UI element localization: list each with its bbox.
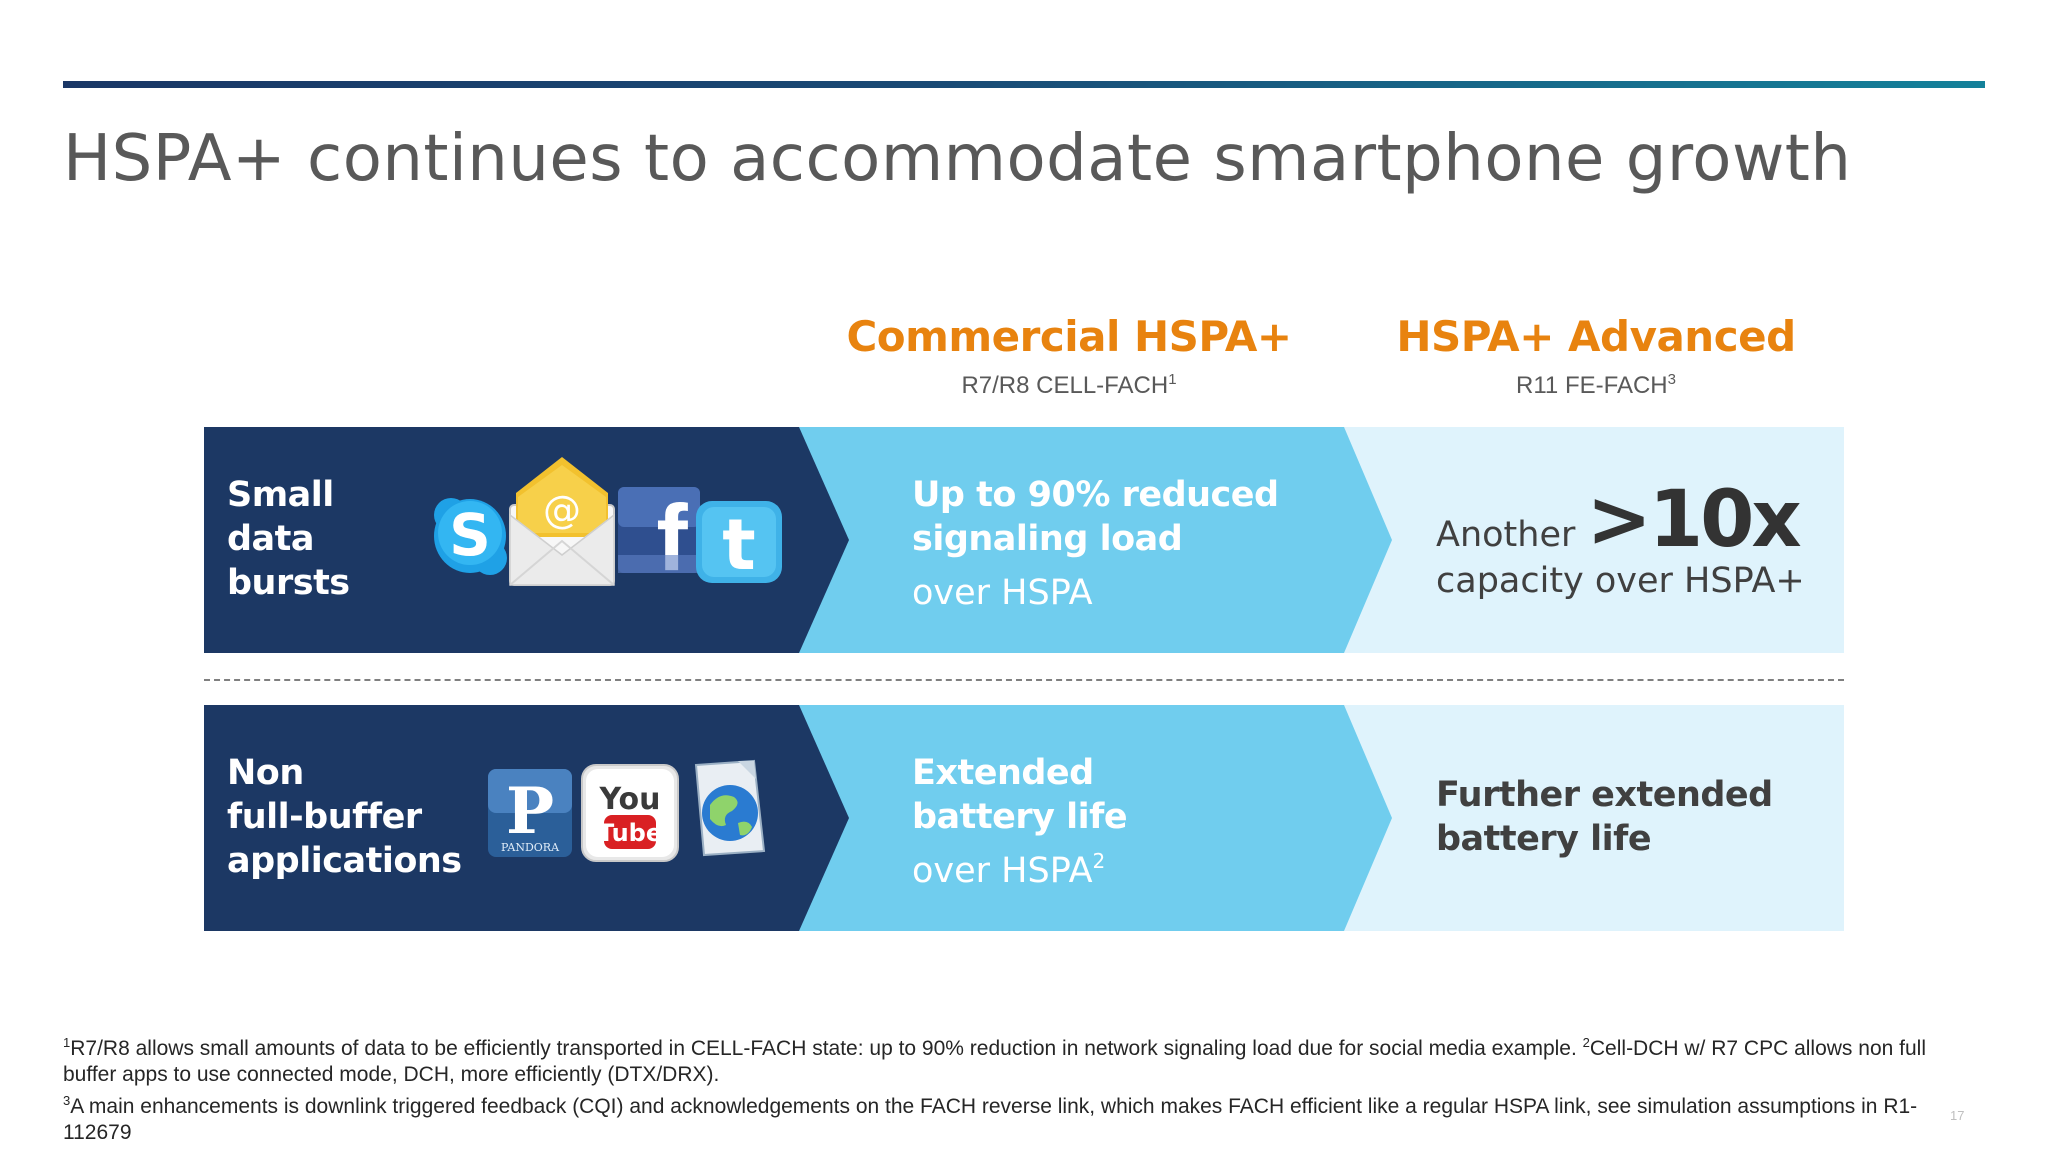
footnote-3: 3A main enhancements is downlink trigger… [63, 1093, 1918, 1144]
column-header-advanced: HSPA+ Advanced R11 FE-FACH3 [1356, 312, 1836, 400]
row-small-data-bursts: Small data bursts S @ f [204, 427, 1844, 653]
svg-text:S: S [449, 501, 491, 569]
column-title-commercial: Commercial HSPA+ [846, 312, 1292, 361]
web-browser-icon [694, 759, 766, 857]
column-subtitle-commercial: R7/R8 CELL-FACH1 [961, 371, 1177, 399]
advanced-benefit-capacity: Another >10x capacity over HSPA+ [1436, 481, 1816, 601]
youtube-icon: You Tube [581, 764, 679, 862]
commercial-benefit-battery: Extended battery life over HSPA2 [912, 753, 1128, 891]
capacity-multiplier: >10x [1586, 475, 1802, 565]
column-subtitle-advanced: R11 FE-FACH3 [1516, 371, 1676, 399]
pandora-icon: P PANDORA [488, 769, 572, 857]
band-advanced [1324, 705, 1844, 931]
footnote-ref: 3 [1667, 371, 1676, 388]
commercial-benefit-signaling: Up to 90% reduced signaling load over HS… [912, 475, 1279, 613]
capacity-prefix: Another [1436, 515, 1576, 555]
band-advanced [1324, 427, 1844, 653]
band-commercial [779, 705, 1392, 931]
band-commercial [779, 427, 1392, 653]
svg-text:f: f [656, 485, 688, 590]
facebook-icon: f [618, 485, 700, 590]
chevron-band [204, 427, 1844, 653]
footnote-ref: 1 [1168, 371, 1177, 388]
row-label-small-data: Small data bursts [227, 475, 350, 603]
page-number: 17 [1950, 1108, 1965, 1123]
row-label-non-full-buffer: Non full-buffer applications [227, 753, 462, 881]
row-divider [204, 679, 1844, 681]
footnote-1-2: 1R7/R8 allows small amounts of data to b… [63, 1035, 1926, 1086]
twitter-icon: t [696, 501, 782, 586]
footnote-ref: 2 [1092, 849, 1106, 873]
advanced-benefit-battery: Further extended battery life [1436, 775, 1773, 859]
app-icons-non-full-buffer: P PANDORA You Tube [488, 759, 766, 862]
svg-text:P: P [506, 774, 554, 849]
page-title: HSPA+ continues to accommodate smartphon… [63, 122, 1852, 196]
footnotes: 1R7/R8 allows small amounts of data to b… [63, 1030, 1963, 1146]
column-title-advanced: HSPA+ Advanced [1396, 312, 1796, 361]
app-icons-small-data: S @ f t [434, 457, 782, 590]
svg-text:@: @ [543, 488, 581, 532]
row-non-full-buffer: Non full-buffer applications P PANDORA Y… [204, 705, 1844, 931]
svg-text:PANDORA: PANDORA [501, 841, 560, 854]
skype-icon: S [434, 498, 507, 575]
svg-text:t: t [722, 504, 755, 586]
top-accent-rule [63, 81, 1985, 88]
email-icon: @ [509, 457, 615, 586]
column-header-commercial: Commercial HSPA+ R7/R8 CELL-FACH1 [829, 312, 1309, 400]
capacity-suffix: capacity over HSPA+ [1436, 561, 1805, 601]
svg-text:You: You [599, 782, 661, 817]
svg-text:Tube: Tube [598, 819, 662, 847]
